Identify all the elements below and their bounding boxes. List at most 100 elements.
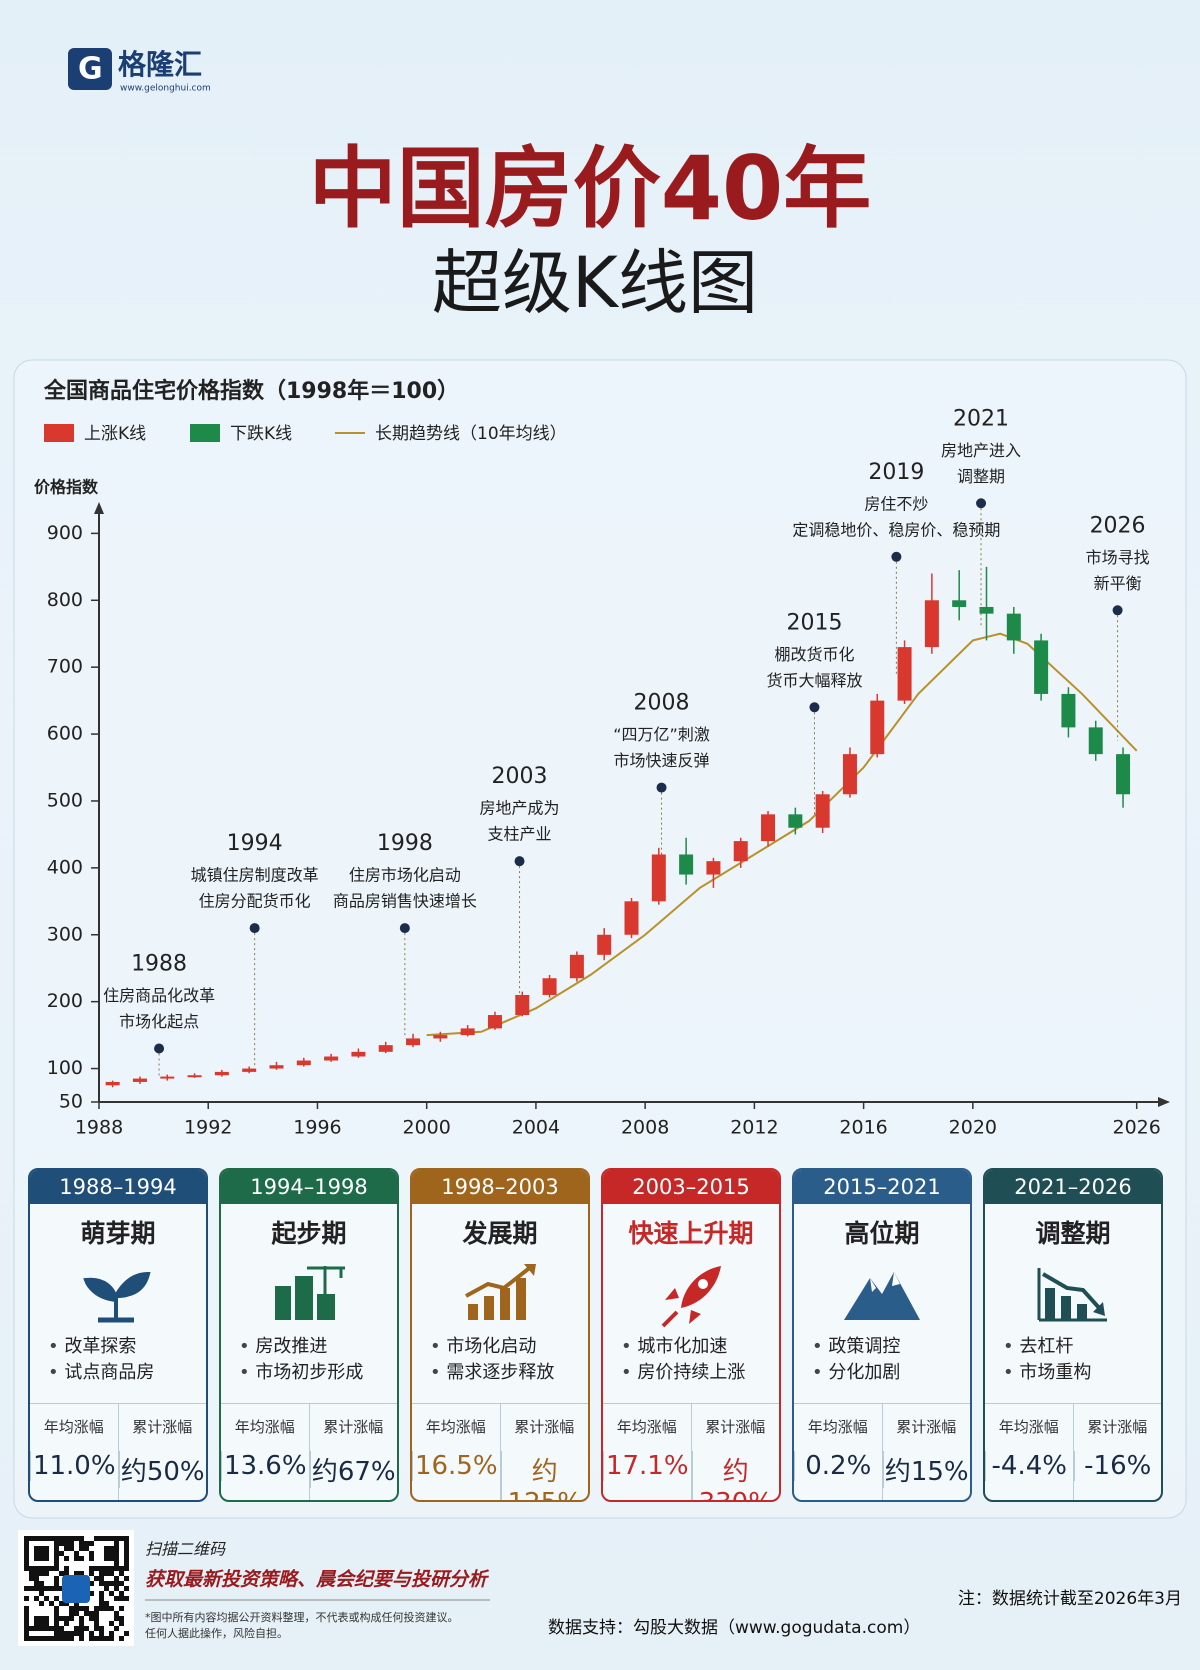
qr-cell bbox=[109, 1556, 114, 1561]
qr-cell bbox=[104, 1536, 109, 1541]
qr-cell bbox=[69, 1631, 74, 1636]
phase-period: 2003–2015 bbox=[603, 1170, 779, 1204]
qr-cell bbox=[79, 1636, 84, 1641]
qr-cell bbox=[114, 1546, 119, 1551]
qr-cell bbox=[34, 1596, 39, 1601]
qr-cell bbox=[84, 1546, 89, 1551]
qr-cell bbox=[99, 1596, 104, 1601]
qr-cell bbox=[79, 1626, 84, 1631]
qr-cell bbox=[54, 1561, 59, 1566]
qr-cell bbox=[34, 1566, 39, 1571]
qr-cell bbox=[24, 1566, 29, 1571]
y-tick-label: 500 bbox=[47, 789, 83, 811]
qr-cell bbox=[74, 1571, 79, 1576]
qr-cell bbox=[104, 1581, 109, 1586]
y-tick-label: 400 bbox=[47, 856, 83, 878]
qr-cell bbox=[44, 1626, 49, 1631]
qr-cell bbox=[109, 1591, 114, 1596]
annotation-text: 住房分配货币化 bbox=[199, 892, 311, 911]
annotation-dot bbox=[249, 923, 260, 934]
stat-label: 累计涨幅 bbox=[323, 1418, 384, 1436]
phase-bullets: 房改推进市场初步形成 bbox=[239, 1334, 397, 1386]
x-tick-label: 2004 bbox=[512, 1117, 560, 1139]
promo-text: 获取最新投资策略、晨会纪要与投研分析 bbox=[145, 1569, 490, 1591]
qr-cell bbox=[34, 1616, 39, 1621]
qr-cell bbox=[49, 1566, 54, 1571]
qr-cell bbox=[79, 1556, 84, 1561]
qr-cell bbox=[114, 1596, 119, 1601]
qr-cell bbox=[44, 1616, 49, 1621]
phase-bullet: 试点商品房 bbox=[48, 1360, 206, 1386]
disclaimer: *图中所有内容均据公开资料整理，不代表或构成任何投资建议。 bbox=[145, 1610, 459, 1624]
annotation-year: 2026 bbox=[1090, 513, 1146, 538]
phase-icon bbox=[275, 1266, 345, 1320]
qr-cell bbox=[39, 1581, 44, 1586]
qr-cell bbox=[124, 1541, 129, 1546]
qr-cell bbox=[54, 1621, 59, 1626]
source: 数据支持：勾股大数据（www.gogudata.com） bbox=[548, 1618, 920, 1638]
stat: 年均涨幅 -4.4% bbox=[985, 1404, 1073, 1500]
qr-cell bbox=[79, 1571, 84, 1576]
qr-cell bbox=[24, 1586, 29, 1591]
qr-cell bbox=[64, 1546, 69, 1551]
stat-value: 约125% bbox=[500, 1451, 589, 1500]
qr-cell bbox=[24, 1551, 29, 1556]
annotation-dot bbox=[976, 498, 987, 509]
annotation-text: 定调稳地价、稳房价、稳预期 bbox=[792, 520, 1000, 539]
phase-stats: 年均涨幅 -4.4% 累计涨幅 -16% bbox=[985, 1403, 1161, 1500]
phase-bullets: 改革探索试点商品房 bbox=[48, 1334, 206, 1386]
scan-text: 扫描二维码 bbox=[145, 1540, 226, 1559]
stat-value: -16% bbox=[1073, 1451, 1162, 1481]
qr-cell bbox=[99, 1636, 104, 1641]
stat: 累计涨幅 约67% bbox=[308, 1404, 398, 1500]
legend-label: 下跌K线 bbox=[230, 424, 292, 444]
qr-cell bbox=[84, 1626, 89, 1631]
x-tick-label: 1992 bbox=[184, 1117, 232, 1139]
qr-cell bbox=[54, 1536, 59, 1541]
stat-value: 16.5% bbox=[412, 1451, 500, 1481]
candle-body bbox=[679, 854, 694, 875]
stat-value: 13.6% bbox=[221, 1451, 309, 1481]
phase-bullet: 需求逐步释放 bbox=[430, 1360, 588, 1386]
stat-value: 11.0% bbox=[30, 1451, 118, 1481]
qr-cell bbox=[34, 1621, 39, 1626]
qr-cell bbox=[59, 1536, 64, 1541]
annotation-text: 房地产成为 bbox=[480, 799, 560, 818]
qr-cell bbox=[54, 1636, 59, 1641]
annotation-text: 房地产进入 bbox=[941, 441, 1021, 460]
qr-cell bbox=[74, 1601, 79, 1606]
qr-cell bbox=[84, 1611, 89, 1616]
stat-value: 约50% bbox=[118, 1451, 207, 1488]
qr-cell bbox=[39, 1616, 44, 1621]
qr-cell bbox=[119, 1636, 124, 1641]
qr-cell bbox=[44, 1636, 49, 1641]
phase-name: 高位期 bbox=[844, 1219, 920, 1248]
annotation-dot bbox=[514, 856, 525, 867]
qr-cell bbox=[64, 1541, 69, 1546]
phase-bullet: 去杠杆 bbox=[1003, 1334, 1161, 1360]
qr-cell bbox=[44, 1546, 49, 1551]
qr-cell bbox=[39, 1586, 44, 1591]
x-tick-label: 2020 bbox=[949, 1117, 997, 1139]
candle-body bbox=[870, 700, 885, 755]
stat-value: 0.2% bbox=[794, 1451, 882, 1481]
phase-bullet: 市场初步形成 bbox=[239, 1360, 397, 1386]
candle-body bbox=[979, 606, 994, 614]
candle-body bbox=[242, 1068, 257, 1072]
stat-label: 累计涨幅 bbox=[1087, 1418, 1148, 1436]
qr-cell bbox=[89, 1556, 94, 1561]
qr-cell bbox=[24, 1596, 29, 1601]
candle-body bbox=[487, 1015, 502, 1029]
qr-cell bbox=[64, 1566, 69, 1571]
note: 注：数据统计截至2026年3月 bbox=[958, 1589, 1182, 1609]
qr-cell bbox=[99, 1576, 104, 1581]
qr-code bbox=[18, 1530, 134, 1646]
qr-cell bbox=[74, 1626, 79, 1631]
qr-cell bbox=[84, 1541, 89, 1546]
y-tick-label: 50 bbox=[59, 1091, 83, 1113]
qr-cell bbox=[24, 1621, 29, 1626]
stat: 年均涨幅 0.2% bbox=[794, 1404, 882, 1500]
annotation-year: 2021 bbox=[953, 406, 1009, 431]
